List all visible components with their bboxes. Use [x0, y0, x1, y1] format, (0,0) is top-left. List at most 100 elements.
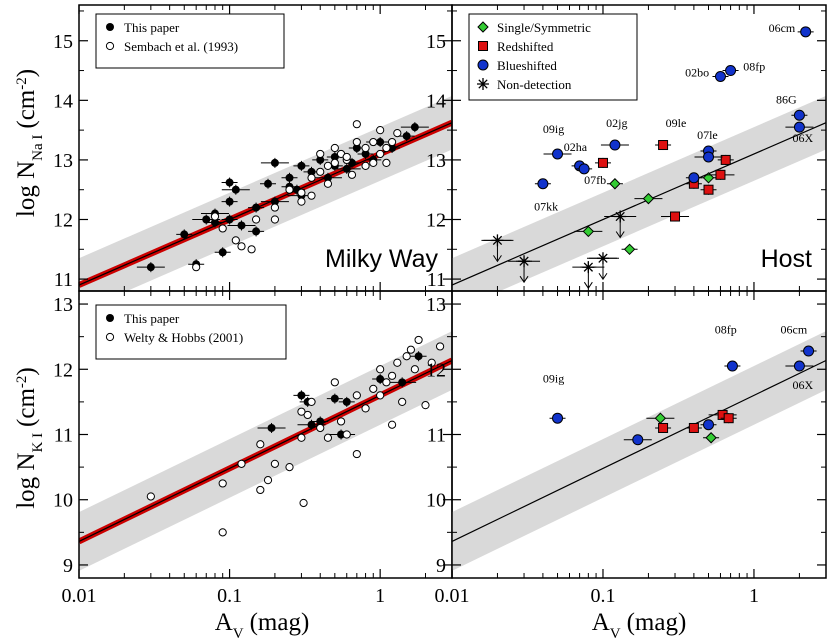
legend-label: Sembach et al. (1993) — [124, 39, 238, 54]
y-tick-label: 11 — [427, 425, 446, 447]
y-axis-label-bottom: log NK I(cm-2) — [13, 367, 46, 509]
data-point — [414, 335, 423, 345]
data-point — [435, 342, 445, 351]
legend-label: This paper — [124, 311, 180, 326]
data-point — [342, 397, 351, 406]
y-tick-label: 15 — [53, 31, 73, 53]
series-this-paper — [136, 122, 429, 273]
data-point — [632, 434, 644, 446]
x-tick-label: 0.1 — [217, 585, 242, 607]
point-label: 09ig — [543, 122, 564, 136]
legend-marker — [477, 78, 489, 90]
data-point — [237, 459, 246, 468]
data-point — [297, 391, 306, 400]
data-point — [352, 144, 361, 152]
data-point — [376, 391, 385, 400]
data-point — [337, 430, 346, 439]
data-point — [270, 203, 280, 212]
data-point — [202, 215, 211, 224]
data-point — [793, 109, 805, 121]
point-label: 08fp — [743, 60, 765, 74]
data-point — [614, 210, 627, 223]
point-label: 02bo — [685, 66, 709, 80]
legend: Single/Symmetric Redshifted Blueshifted Non… — [468, 13, 638, 101]
data-point — [726, 360, 738, 372]
x-tick-label: 0.01 — [62, 585, 97, 607]
point-label: 07le — [697, 128, 718, 142]
data-point — [237, 221, 246, 230]
point-label: 06cm — [769, 21, 796, 35]
legend-box — [95, 13, 285, 69]
data-point — [252, 227, 261, 236]
y-tick-label: 12 — [426, 210, 446, 232]
y-tick-label: 11 — [427, 269, 446, 291]
data-point — [218, 224, 227, 233]
legend-marker — [106, 23, 114, 31]
data-point — [410, 365, 419, 374]
data-point — [336, 417, 346, 426]
data-point — [658, 140, 669, 151]
legend: This paper Welty & Hobbs (2001) — [95, 304, 287, 360]
data-point — [264, 179, 273, 188]
legend-label: Single/Symmetric — [497, 20, 591, 35]
fit-line — [452, 359, 826, 543]
fit-line — [79, 359, 452, 543]
panel-label: Milky Way — [325, 245, 438, 273]
data-point — [307, 173, 316, 182]
upper-limit-arrowhead — [493, 255, 502, 263]
legend-label: Blueshifted — [497, 58, 557, 73]
data-point — [285, 463, 294, 472]
data-point — [705, 432, 717, 444]
data-point — [398, 397, 407, 406]
data-point — [225, 178, 234, 187]
data-point — [330, 378, 339, 387]
y-tick-label: 9 — [63, 555, 73, 577]
legend-label: Welty & Hobbs (2001) — [124, 330, 243, 345]
y-tick-label: 13 — [53, 294, 73, 316]
data-point — [688, 172, 700, 184]
data-point — [180, 230, 189, 239]
data-point — [307, 397, 316, 406]
data-point — [793, 121, 805, 133]
panel-label: Host — [761, 245, 812, 273]
data-point — [382, 143, 391, 153]
y-tick-label: 14 — [426, 90, 446, 112]
data-point — [297, 188, 306, 197]
legend-marker — [478, 41, 488, 51]
data-point — [342, 164, 351, 173]
x-tick-label: 1 — [375, 585, 385, 607]
legend-label: Non-detection — [497, 77, 572, 92]
data-point — [800, 26, 812, 38]
data-point — [146, 492, 155, 501]
data-point — [323, 433, 333, 442]
data-point — [723, 413, 734, 424]
legend-box — [95, 304, 287, 360]
data-point — [387, 137, 397, 147]
data-point — [537, 178, 549, 190]
data-point — [316, 149, 325, 159]
point-label: 06X — [793, 378, 814, 392]
x-tick-label: 0.1 — [590, 585, 615, 607]
point-label: 09ig — [543, 371, 564, 385]
y-tick-label: 13 — [53, 150, 73, 172]
point-label: 09le — [666, 116, 687, 130]
data-point — [256, 440, 265, 449]
data-point — [299, 498, 308, 508]
data-point — [382, 158, 391, 167]
y-tick-label: 14 — [53, 90, 73, 112]
data-point — [720, 154, 731, 165]
series-welty-hobbs-2001- — [146, 335, 445, 537]
point-label: 06cm — [781, 322, 808, 336]
x-axis-label-left: AV (mag) — [215, 609, 310, 640]
y-tick-label: 12 — [53, 359, 73, 381]
data-point — [263, 476, 273, 485]
data-point — [369, 384, 378, 393]
data-point — [361, 149, 370, 158]
legend-marker — [105, 332, 115, 342]
point-label: 02jg — [606, 116, 627, 130]
data-point — [387, 420, 397, 429]
panels-group: 11 12 13 14 15 Milky Way This paper Sembach et … — [53, 4, 827, 607]
